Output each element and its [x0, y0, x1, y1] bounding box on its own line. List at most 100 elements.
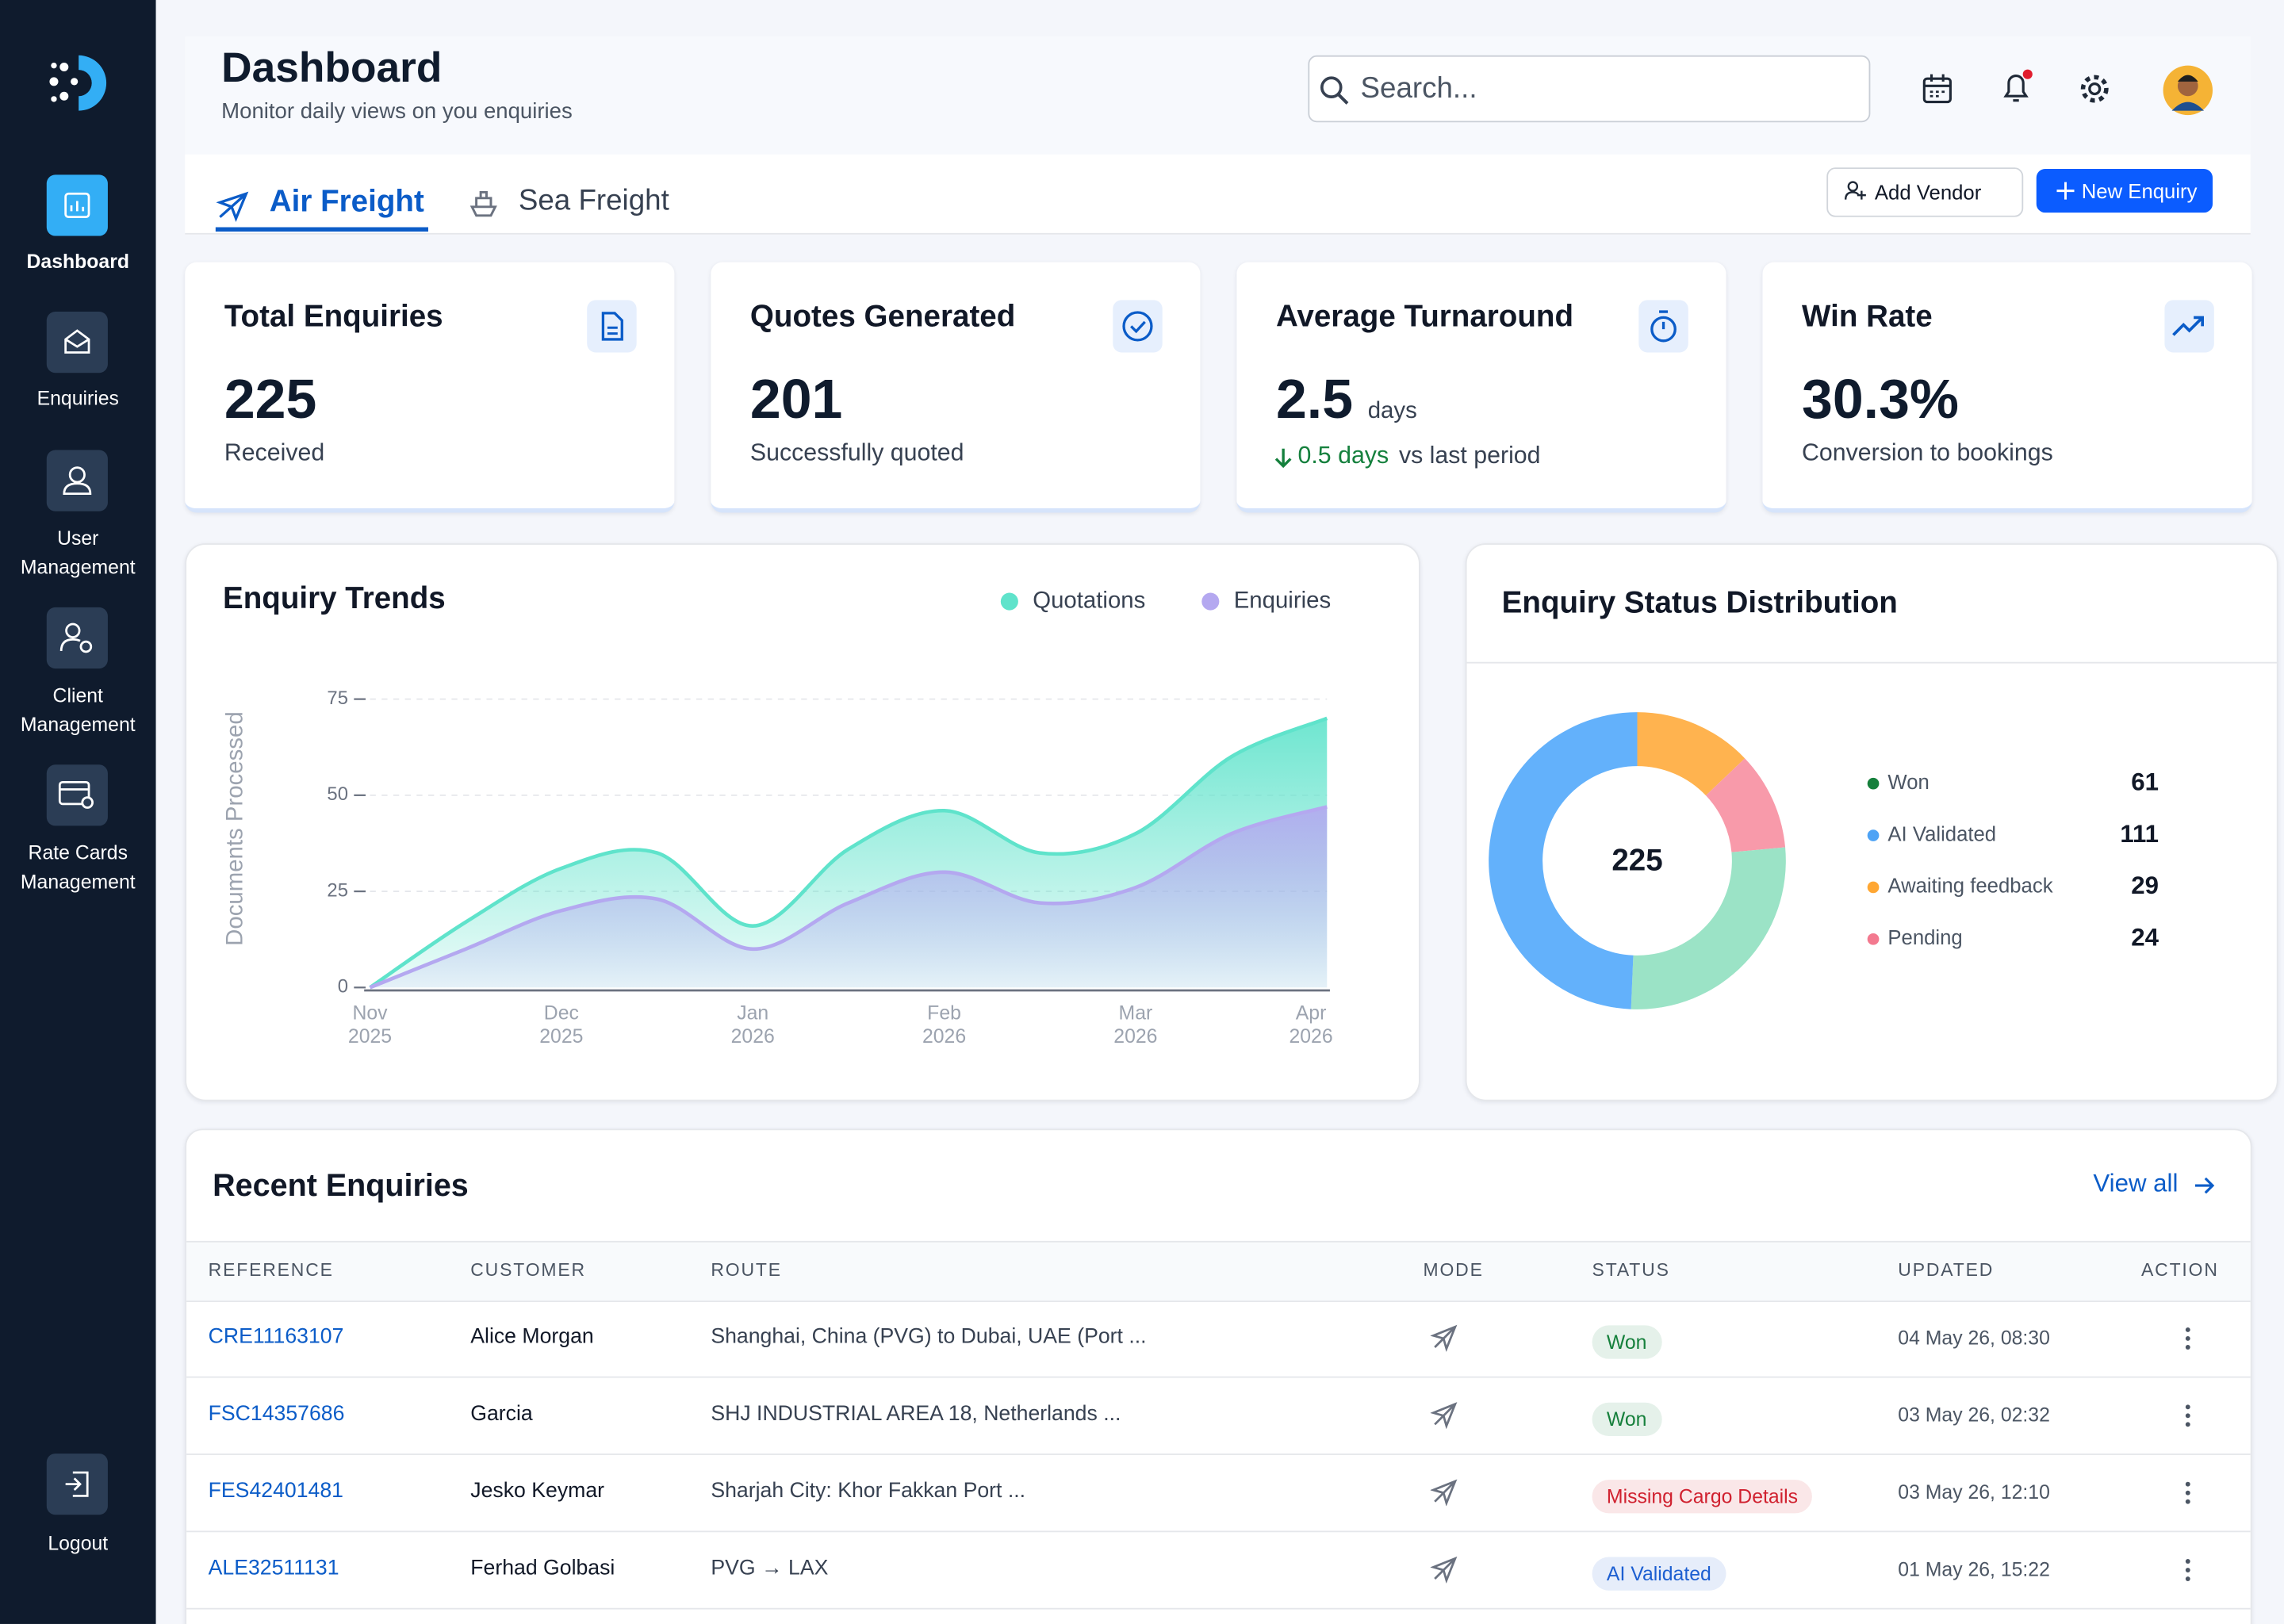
tab[interactable]: Sea Freight [518, 185, 669, 217]
route: Sharjah City: Khor Fakkan Port ... [711, 1480, 1026, 1503]
legend-label: AI Validated [1887, 823, 1996, 845]
new-enquiry-label[interactable]: New Enquiry [2081, 178, 2198, 203]
y-tick-label: 75 [327, 688, 348, 709]
y-tick-label: 50 [327, 783, 348, 805]
sidebar: Dashboard Enquiries User Management Clie… [0, 0, 156, 1624]
row-divider [186, 1607, 2251, 1610]
add-vendor-icon [1844, 181, 1866, 200]
stat-icon [1638, 300, 1688, 353]
line [369, 805, 1328, 990]
reference[interactable]: CRE11163107 [208, 1325, 344, 1349]
page-title: Dashboard [221, 44, 443, 92]
legend-value: 29 [2131, 871, 2159, 899]
nav-label[interactable]: Client Management [20, 684, 136, 736]
status-chart: Enquiry Status Distribution 225 Won 61 AI … [1465, 585, 2278, 1009]
customer: Alice Morgan [470, 1325, 594, 1349]
nav-icon[interactable] [46, 450, 108, 511]
status-badge: AI Validated [1592, 1557, 1726, 1591]
stat-title: Total Enquiries [224, 300, 443, 334]
tab-underline [215, 227, 429, 232]
stat-note: Successfully quoted [749, 439, 964, 466]
logout-label[interactable]: Logout [48, 1532, 109, 1554]
stat-icon [2164, 300, 2214, 353]
nav-icon[interactable] [46, 312, 108, 373]
column-header: REFERENCE [208, 1259, 334, 1281]
column-header: ROUTE [711, 1259, 782, 1281]
action-menu[interactable] [2182, 1325, 2194, 1358]
arrow-icon [2194, 1177, 2215, 1194]
stat-icon [1113, 300, 1163, 353]
x-tick-label: Mar 2026 [1113, 1002, 1158, 1048]
reference[interactable]: FES42401481 [208, 1480, 343, 1503]
mode-icon [1430, 1554, 1460, 1591]
plus-icon [2056, 182, 2075, 200]
avatar[interactable] [2162, 64, 2214, 117]
search-box[interactable] [1308, 55, 1871, 123]
updated: 01 May 26, 15:22 [1898, 1558, 2050, 1580]
donut-center: 225 [1611, 844, 1662, 878]
stat-change-row: 0.5 days vs last period [1273, 442, 1541, 470]
reference[interactable]: FSC14357686 [208, 1402, 345, 1427]
area [370, 806, 1328, 988]
y-axis-label: Documents Processed [221, 711, 247, 946]
logout-icon[interactable] [46, 1454, 108, 1515]
legend-label: Quotations [1033, 587, 1145, 613]
view-all-link[interactable]: View all [2093, 1169, 2179, 1197]
legend-dot [1867, 777, 1880, 790]
nav-icon[interactable] [46, 607, 108, 669]
stat-value: 201 [749, 370, 843, 431]
action-menu[interactable] [2182, 1480, 2194, 1513]
legend-value: 61 [2131, 768, 2159, 795]
logo [49, 55, 107, 111]
x-tick-label: Apr 2026 [1289, 1002, 1333, 1048]
legend-dot [1000, 592, 1018, 611]
stat-title: Quotes Generated [749, 300, 1016, 334]
donut-segment [1631, 847, 1786, 1009]
nav-label[interactable]: Dashboard [26, 250, 130, 273]
legend-dot [1867, 933, 1880, 945]
action-menu[interactable] [2182, 1557, 2194, 1590]
settings-icon[interactable] [2077, 71, 2112, 106]
notification-icon[interactable] [1998, 67, 2037, 107]
action-menu[interactable] [2182, 1403, 2194, 1436]
customer: Jesko Keymar [470, 1480, 605, 1503]
stat-value: 30.3% [1802, 370, 1959, 431]
reference[interactable]: ALE32511131 [208, 1557, 339, 1580]
stat-value: 2.5 [1275, 370, 1354, 431]
table-card [185, 1128, 2252, 1624]
row-divider [186, 1454, 2251, 1455]
line [369, 716, 1328, 990]
tab-active[interactable]: Air Freight [269, 185, 424, 219]
x-tick-label: Feb 2026 [922, 1002, 967, 1048]
nav-icon[interactable] [46, 764, 108, 826]
add-vendor-button[interactable] [1826, 167, 2024, 217]
status-badge: Won [1592, 1325, 1661, 1359]
chart-title: Enquiry Trends [223, 581, 446, 615]
trend-chart: Enquiry Trends Documents Processed 0 25 50… [221, 581, 1331, 998]
legend-label: Enquiries [1234, 587, 1331, 613]
nav-label[interactable]: Enquiries [36, 387, 119, 410]
stat-icon [587, 300, 637, 353]
stat-note: Received [224, 439, 325, 466]
legend-dot [1867, 829, 1880, 841]
column-header: MODE [1423, 1259, 1484, 1281]
search-placeholder[interactable]: Search... [1360, 72, 1477, 105]
nav-icon[interactable] [46, 174, 108, 236]
stat-value: 225 [224, 370, 317, 431]
nav-label[interactable]: User Management [20, 527, 136, 579]
stat-unit: days [1367, 399, 1417, 424]
page-subtitle: Monitor daily views on you enquiries [221, 98, 573, 124]
table-header [186, 1240, 2251, 1303]
y-tick-label: 25 [327, 879, 348, 901]
stat-card: Quotes Generated 201 Successfully quoted [711, 262, 1201, 513]
stat-title: Win Rate [1802, 300, 1933, 334]
add-vendor-label[interactable]: Add Vendor [1874, 180, 1982, 205]
calendar-icon[interactable] [1922, 73, 1953, 105]
stat-card: Win Rate 30.3% Conversion to bookings [1762, 262, 2252, 513]
route: PVG → LAX [711, 1557, 829, 1580]
donut-segment [1489, 712, 1638, 1009]
nav-label[interactable]: Rate Cards Management [20, 841, 136, 893]
column-header: UPDATED [1898, 1259, 1995, 1281]
